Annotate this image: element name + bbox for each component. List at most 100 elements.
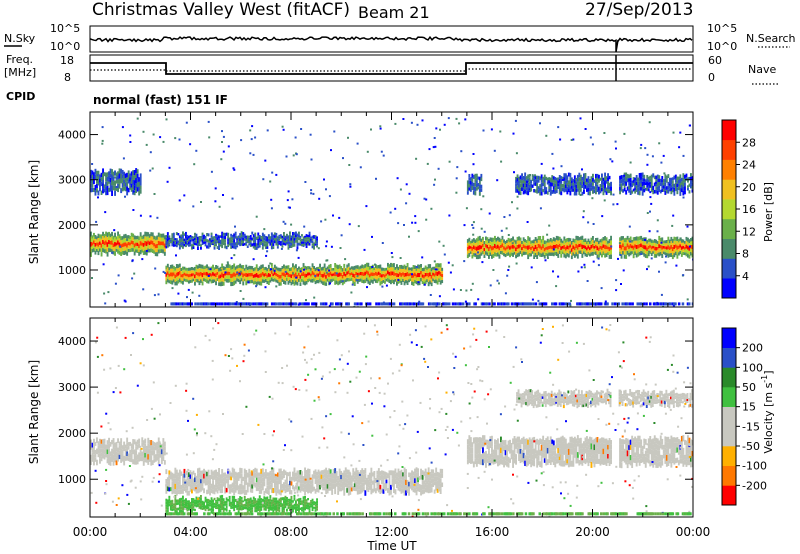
power-cell — [558, 236, 561, 241]
power-cell — [662, 185, 665, 189]
vel-cell — [168, 495, 171, 499]
power-cell — [549, 191, 552, 196]
power-cell — [589, 191, 591, 196]
power-cell — [305, 239, 308, 243]
power-cell — [668, 188, 671, 192]
vel-cell — [267, 490, 270, 495]
power-cell — [96, 188, 98, 193]
power-near-cell — [375, 302, 378, 306]
power-cell — [655, 179, 658, 183]
power-cell — [192, 270, 195, 274]
power-cell — [551, 190, 554, 194]
power-cell — [377, 268, 380, 272]
power-dot — [408, 192, 411, 195]
power-cell — [230, 265, 233, 270]
power-dot — [682, 154, 685, 157]
power-dot — [514, 119, 517, 122]
power-cell — [643, 249, 646, 253]
power-cell — [503, 242, 505, 247]
power-cell — [355, 268, 358, 272]
power-cell — [298, 278, 300, 282]
power-cell — [130, 183, 133, 188]
power-dot — [178, 199, 181, 202]
power-cell — [400, 280, 403, 285]
power-cell — [504, 247, 507, 251]
power-cell — [227, 264, 230, 268]
power-cell — [210, 242, 213, 246]
power-dot — [302, 243, 305, 246]
vel-cell — [91, 447, 94, 453]
power-cell — [266, 274, 269, 278]
vel-cell — [112, 460, 115, 466]
power-cell — [314, 280, 317, 285]
vel-cell — [165, 509, 168, 513]
power-cell — [252, 274, 255, 278]
power-cell — [126, 177, 129, 182]
vel-cell — [331, 472, 334, 479]
cpid-label: CPID — [6, 90, 35, 103]
vel-cell — [323, 486, 326, 491]
power-cell — [564, 250, 567, 255]
power-near-cell — [407, 302, 411, 306]
power-cell — [679, 187, 682, 192]
power-cell — [622, 182, 624, 186]
power-cell — [263, 279, 266, 283]
power-cell — [576, 184, 579, 189]
power-dot — [534, 174, 536, 177]
vel-cell — [317, 478, 320, 484]
power-cell — [209, 278, 211, 282]
power-cell — [631, 242, 634, 246]
vel-cell — [276, 485, 279, 490]
power-cell — [90, 169, 92, 175]
power-dot — [152, 133, 155, 136]
power-cell — [610, 240, 612, 245]
power-cell — [661, 245, 664, 250]
power-cell — [527, 191, 530, 196]
vel-cell — [142, 460, 145, 466]
power-cell — [687, 177, 689, 180]
power-cell — [293, 265, 296, 270]
power-cell — [177, 275, 180, 280]
vel-cell — [178, 503, 181, 507]
power-cell — [573, 239, 576, 243]
vel-cell — [237, 489, 240, 495]
power-cell — [471, 186, 474, 191]
power-cell — [204, 235, 207, 239]
power-cell — [320, 267, 323, 271]
power-cell — [314, 277, 317, 281]
vel-cell — [420, 484, 422, 491]
power-cell — [356, 265, 359, 269]
power-cell — [275, 235, 278, 238]
power-cell — [471, 243, 474, 247]
power-cell — [668, 239, 671, 244]
power-cell — [610, 235, 612, 241]
power-cell — [679, 174, 682, 179]
power-cell — [304, 241, 306, 244]
power-cell — [91, 235, 94, 239]
power-cell — [200, 271, 202, 276]
power-cell — [623, 242, 626, 247]
power-cell — [589, 187, 591, 192]
vel-cell — [380, 488, 383, 493]
power-cell — [289, 268, 291, 272]
power-cell — [169, 237, 172, 240]
power-cell — [237, 239, 240, 242]
power-cell — [551, 242, 554, 246]
power-dot — [394, 122, 397, 125]
vel-cell — [111, 439, 113, 445]
power-cell — [433, 273, 436, 277]
power-cell — [691, 253, 693, 258]
power-cell — [427, 277, 430, 282]
power-dot — [300, 128, 303, 130]
power-cell — [690, 245, 692, 249]
power-cell — [239, 240, 242, 244]
vel-cell — [166, 499, 169, 502]
power-cell — [691, 176, 693, 180]
power-cell — [94, 246, 97, 251]
power-cell — [266, 244, 269, 247]
power-cell — [572, 242, 575, 246]
vel-cell — [175, 474, 178, 480]
power-cell — [267, 238, 270, 242]
power-cell — [376, 265, 379, 269]
